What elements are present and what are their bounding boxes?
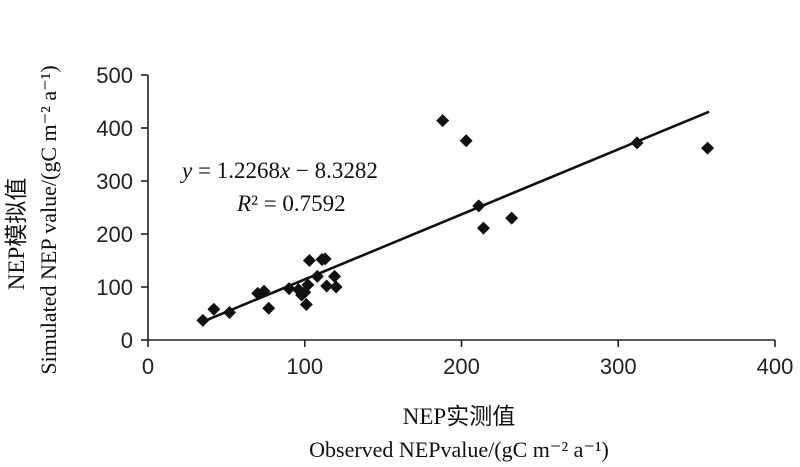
y-tick-label: 100: [96, 275, 133, 300]
x-tick-label: 200: [443, 354, 480, 379]
y-axis-title: Simulated NEP value/(gC m⁻² a⁻¹): [36, 65, 61, 374]
data-point: [196, 313, 210, 327]
x-axis-title-cn: NEP实测值: [403, 404, 515, 429]
data-point: [318, 252, 332, 266]
data-point: [472, 199, 486, 213]
data-point: [701, 141, 715, 155]
data-point: [302, 254, 316, 267]
data-point: [320, 279, 334, 293]
data-point: [223, 305, 237, 319]
data-point: [505, 211, 519, 225]
y-axis-title-cn: NEP模拟值: [4, 178, 29, 290]
x-tick-label: 100: [286, 354, 323, 379]
data-point: [207, 302, 221, 316]
data-point: [459, 134, 473, 148]
r-squared-label: R² = 0.7592: [236, 191, 346, 216]
data-point: [262, 301, 276, 315]
data-points: [196, 114, 715, 327]
data-point: [301, 278, 315, 292]
data-point: [282, 282, 296, 296]
data-point: [257, 284, 271, 298]
y-tick-label: 400: [96, 116, 133, 141]
regression-equation: y = 1.2268x − 8.3282: [180, 158, 378, 183]
axes: 0 100 200 300 400 500 0 100 200 300 400: [96, 63, 793, 379]
x-tick-label: 0: [142, 354, 154, 379]
x-tick-label: 300: [600, 354, 637, 379]
data-point: [310, 269, 324, 283]
data-point: [329, 280, 343, 294]
y-tick-label: 0: [121, 328, 133, 353]
y-tick-label: 300: [96, 169, 133, 194]
data-point: [328, 269, 342, 283]
data-point: [436, 114, 450, 128]
y-tick-label: 200: [96, 222, 133, 247]
data-point: [630, 136, 644, 150]
x-tick-label: 400: [757, 354, 794, 379]
data-point: [299, 297, 313, 311]
data-point: [476, 221, 490, 235]
x-axis-title: Observed NEPvalue/(gC m⁻² a⁻¹): [309, 437, 609, 462]
y-tick-label: 500: [96, 63, 133, 88]
